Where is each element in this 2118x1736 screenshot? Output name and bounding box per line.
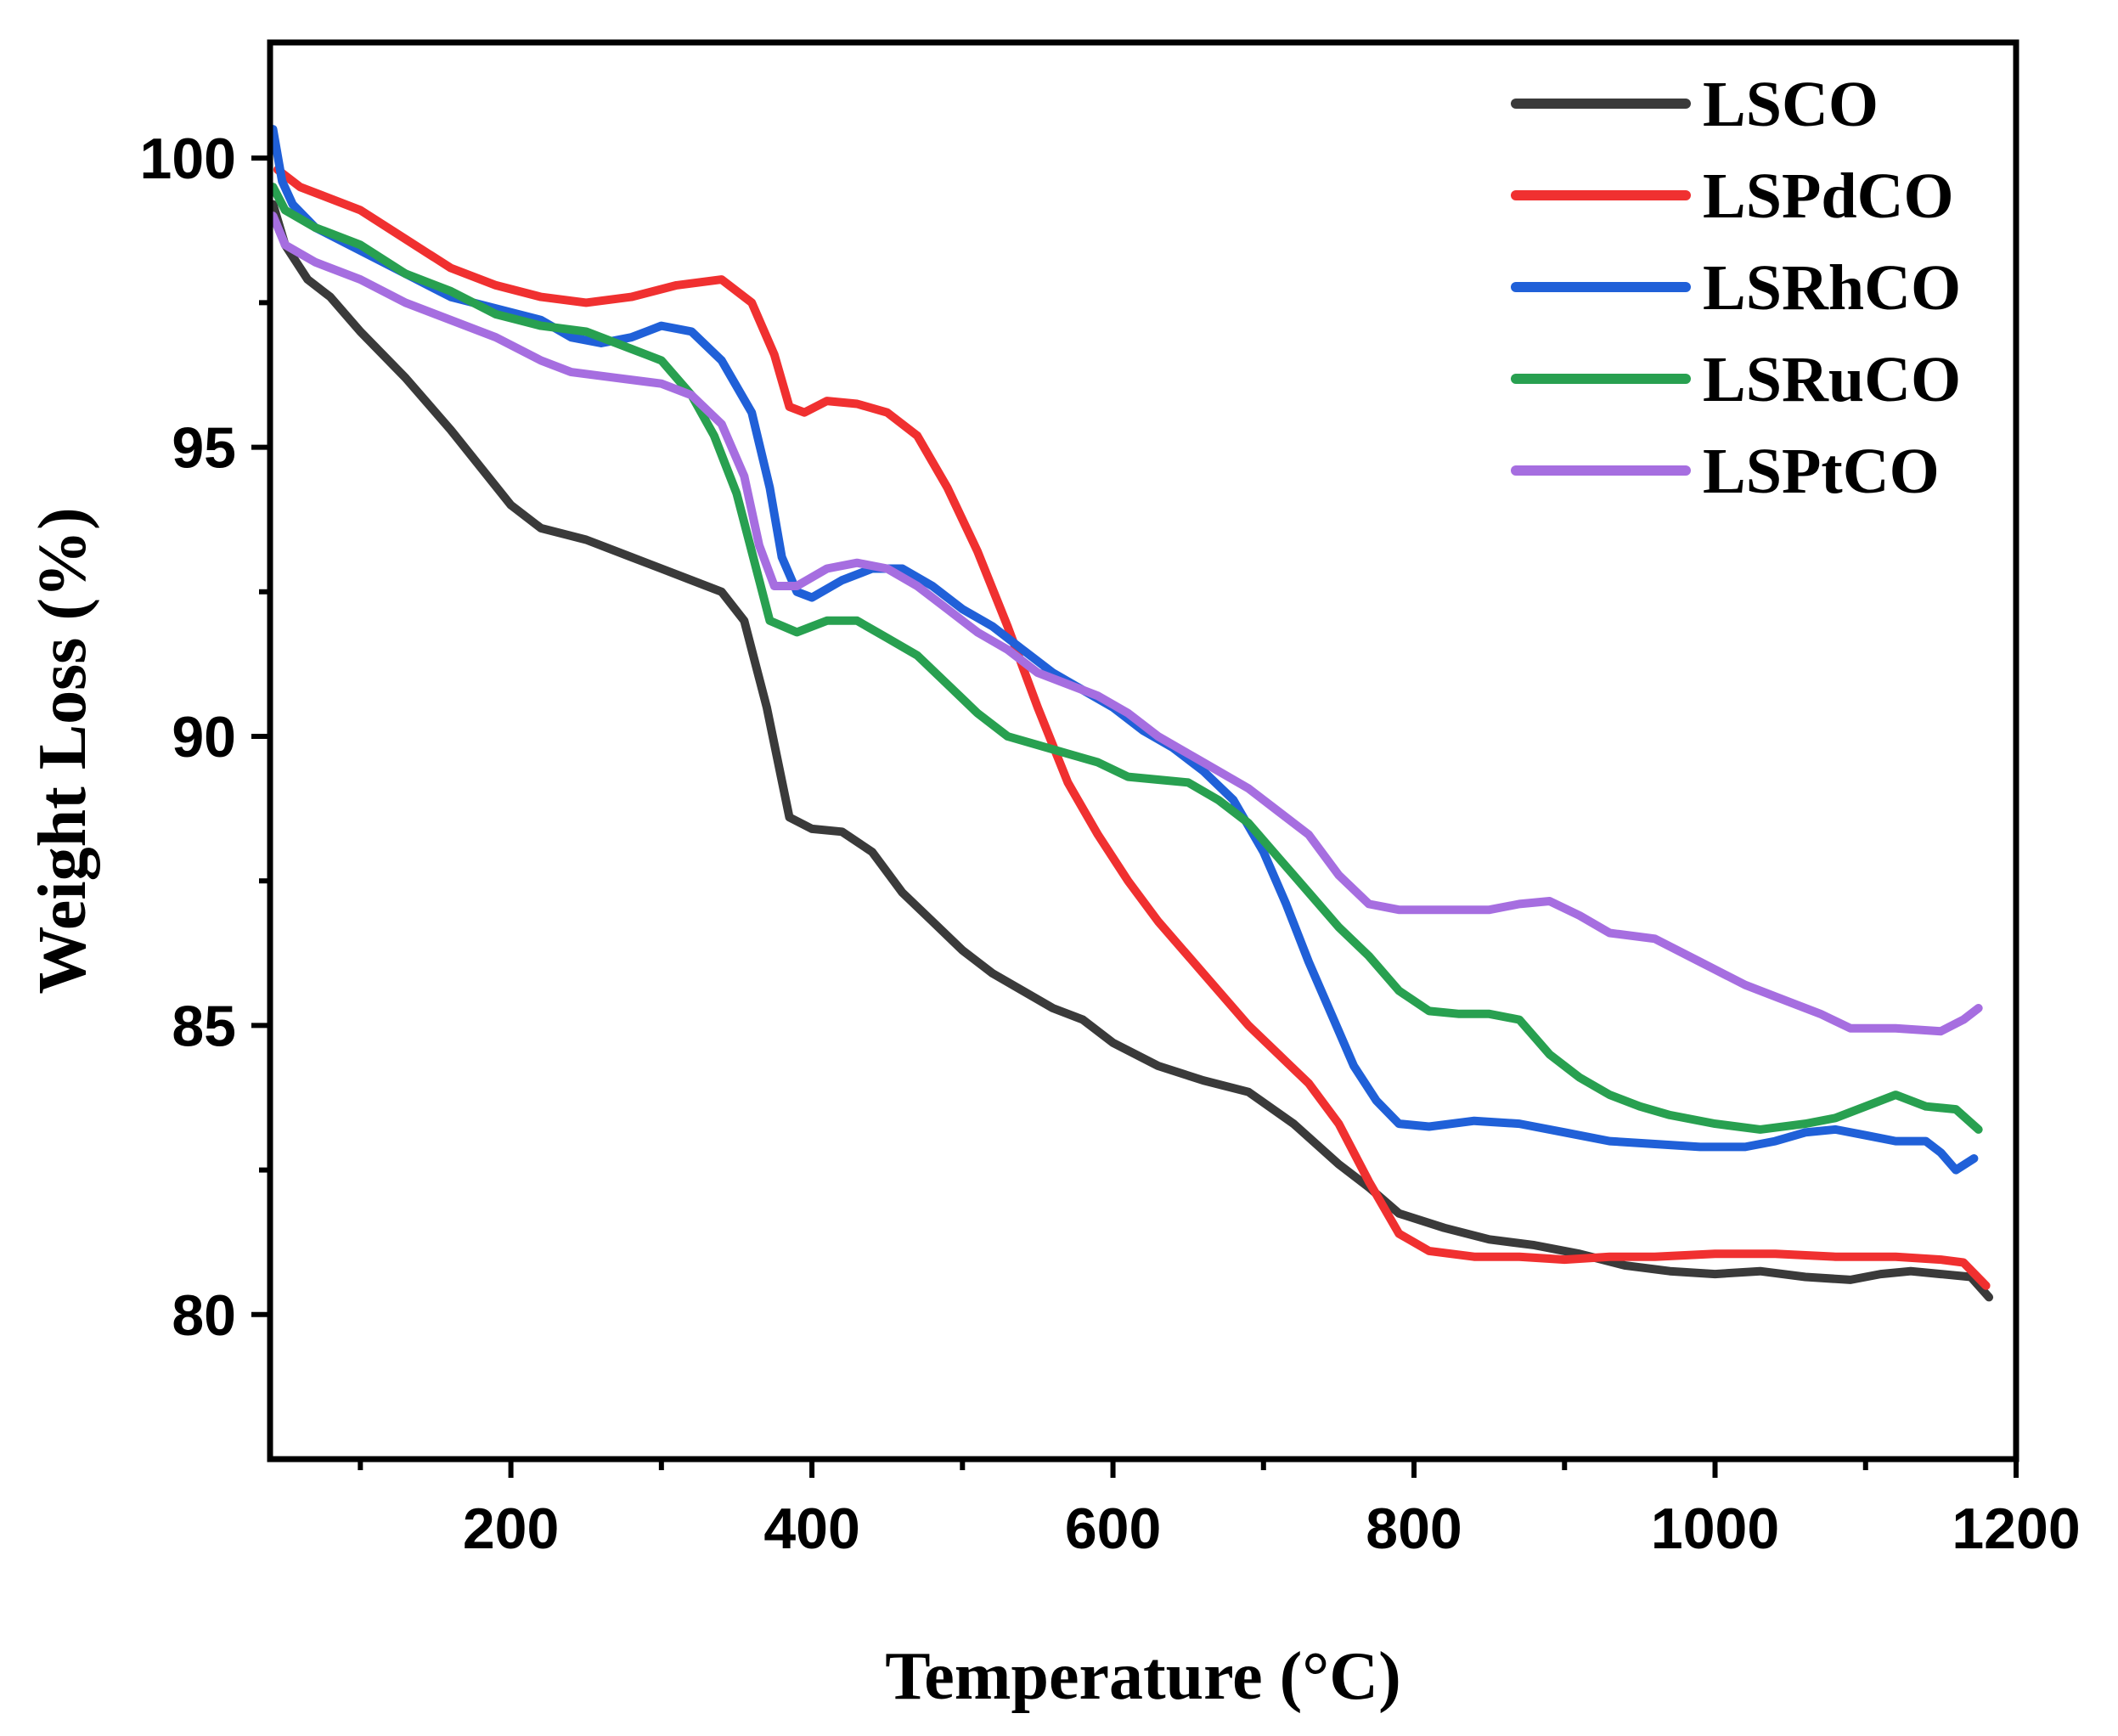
- series-line-lsco: [268, 200, 1994, 1302]
- y-axis-title: Weight Loss (%): [25, 507, 100, 994]
- series-line-lsruco: [268, 183, 1983, 1134]
- series-line-lspdco: [273, 165, 1991, 1290]
- x-axis-ticks: 200 400 600 800 1000 1200: [358, 1459, 2081, 1561]
- legend-label-lsruco: LSRuCO: [1703, 344, 1961, 415]
- series-layer: [268, 125, 1994, 1302]
- legend-label-lsco: LSCO: [1703, 69, 1879, 140]
- x-tick-label-1200: 1200: [1952, 1496, 2080, 1561]
- plot-area-frame: [267, 39, 2019, 1463]
- x-tick-label-600: 600: [1065, 1496, 1161, 1561]
- y-tick-label-80: 80: [172, 1283, 236, 1348]
- legend-label-lsptco: LSPtCO: [1703, 436, 1940, 507]
- x-tick-label-400: 400: [763, 1496, 859, 1561]
- legend-label-lspdco: LSPdCO: [1703, 161, 1954, 232]
- x-axis-title: Temperature (°C): [885, 1639, 1400, 1714]
- series-line-lsptco: [268, 211, 1983, 1036]
- y-axis-ticks: 80 85 90 95 100: [140, 127, 270, 1348]
- legend: LSCO LSPdCO LSRhCO LSRuCO LSPtCO: [1511, 69, 1961, 507]
- y-tick-label-95: 95: [172, 416, 236, 481]
- x-tick-label-800: 800: [1366, 1496, 1462, 1561]
- x-tick-label-1000: 1000: [1651, 1496, 1779, 1561]
- y-tick-label-100: 100: [140, 127, 236, 191]
- y-tick-label-85: 85: [172, 994, 236, 1058]
- x-tick-label-200: 200: [463, 1496, 559, 1561]
- y-tick-label-90: 90: [172, 705, 236, 769]
- legend-label-lsrhco: LSRhCO: [1703, 252, 1961, 324]
